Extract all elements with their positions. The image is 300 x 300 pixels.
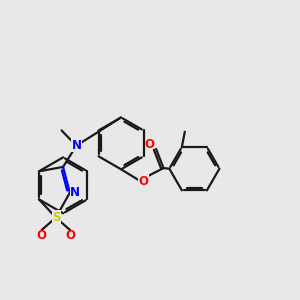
Text: S: S [52,211,61,224]
Text: O: O [65,229,75,242]
Text: N: N [70,186,80,199]
Text: O: O [145,138,154,151]
Text: O: O [37,229,47,242]
Text: O: O [138,175,148,188]
Text: N: N [72,139,82,152]
